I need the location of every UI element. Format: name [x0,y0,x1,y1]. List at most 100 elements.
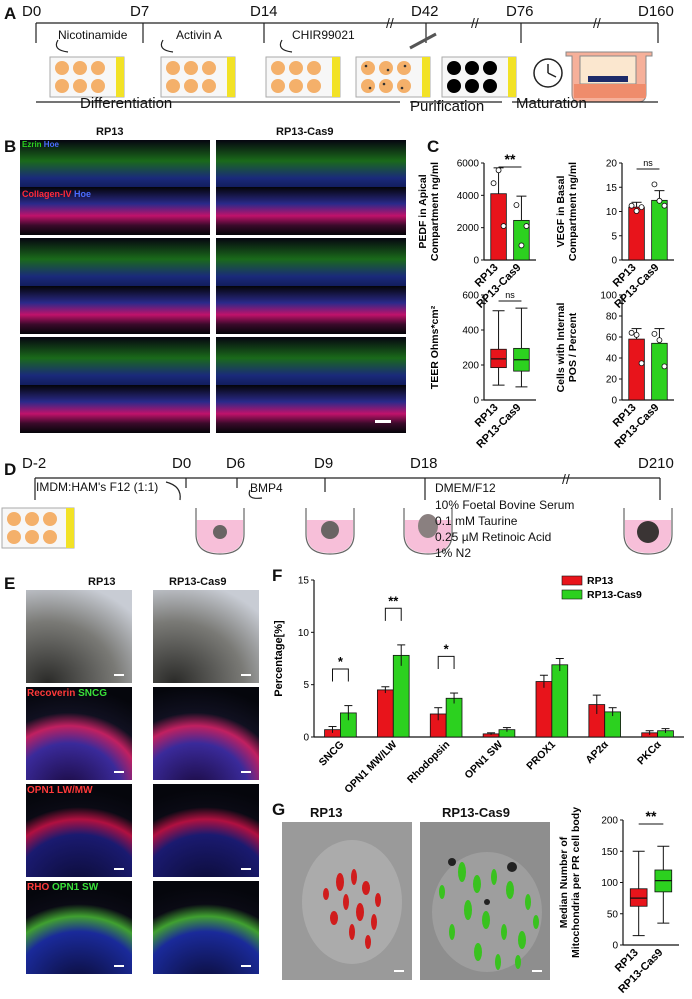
y-tick-label: 60 [606,333,618,344]
day-label: D14 [250,3,278,20]
y-tick-label: 20 [606,375,618,386]
day-label: D210 [638,455,674,472]
day-label: D6 [226,455,246,472]
y-tick-label: 0 [611,396,617,407]
day-label: D76 [506,3,534,20]
y-tick-label: 400 [462,326,479,337]
bar [651,342,668,401]
significance-label: ** [646,808,657,824]
bar [551,664,569,738]
data-point [661,202,668,209]
medium-item: DMEM/F12 [435,481,496,495]
significance-label: ** [388,593,399,608]
panel-f-label: F [272,566,283,585]
clock-icon [533,58,563,88]
y-axis-label: Compartment ng/ml [567,162,579,261]
data-point [495,167,502,174]
bar [651,199,668,261]
significance-label: ns [643,158,653,168]
bar [377,689,394,738]
data-point [518,242,525,249]
data-point [628,329,635,336]
data-point [651,181,658,188]
legend-swatch [561,589,583,600]
y-tick-label: 15 [298,576,310,587]
y-tick-label: 5 [611,231,617,242]
significance-label: * [338,654,344,669]
svg-text://: // [386,15,394,31]
panel-d-label: D [4,460,17,479]
y-tick-label: 200 [462,361,479,372]
stain-label: OPN1 LW/MW [27,785,93,796]
y-tick-label: 40 [606,354,618,365]
column-header: RP13-Cas9 [442,805,510,820]
panel-a-timeline: // // // [35,15,659,103]
x-tick-label: OPN1 MW/LW [342,739,399,796]
data-point [490,180,497,187]
bar [628,338,645,401]
box [629,888,648,907]
data-point [656,197,663,204]
column-header: RP13-Cas9 [169,576,227,588]
x-tick-label: PKCα [635,738,664,767]
y-tick-label: 0 [473,396,479,407]
y-axis-label: Percentage[%] [273,620,285,697]
significance-bracket [332,668,349,682]
y-axis-label: PEDF in Apical [417,174,429,248]
day-label: D9 [314,455,334,472]
data-point [656,337,663,344]
legend-label: RP13 [587,575,613,587]
stage-label: Purification [410,98,485,115]
y-tick-label: 20 [606,159,618,170]
data-point [633,208,640,214]
legend-swatch [561,575,583,586]
panel-g-em-images [282,822,550,980]
x-tick-label: OPN1 SW [462,739,505,782]
data-point [500,223,507,229]
y-axis-label: POS / Percent [567,312,579,382]
panel-g-label: G [272,800,286,819]
bar [392,654,410,738]
y-tick-label: 10 [298,628,310,639]
data-point [633,332,640,338]
y-tick-label: 0 [612,941,618,952]
panel-c-label: C [427,137,440,156]
day-label: D160 [638,3,674,20]
y-tick-label: 100 [600,291,617,302]
column-header: RP13 [310,805,343,820]
stage-label: Maturation [516,95,587,112]
day-label: D42 [411,3,439,20]
medium-label: IMDM:HAM's F12 (1:1) [36,480,159,494]
y-tick-label: 2000 [457,223,480,234]
y-tick-label: 600 [462,291,479,302]
y-tick-label: 200 [601,816,618,827]
factor-label: Nicotinamide [58,28,128,42]
panel-d-timeline: // [1,471,673,555]
factor-label: CHIR99021 [292,28,355,42]
bar [490,193,507,261]
column-header: RP13-Cas9 [276,126,334,138]
bar [445,697,463,738]
significance-label: ** [505,151,516,167]
data-point [651,330,658,337]
significance-label: ns [505,290,515,300]
panel-b-label: B [4,137,17,156]
y-tick-label: 150 [601,847,618,858]
stain-label: RHO OPN1 SW [27,882,99,893]
y-tick-label: 80 [606,312,618,323]
medium-item: 1% N2 [435,546,472,560]
y-axis-label: Median Number of [558,836,570,928]
data-point [628,202,635,209]
day-label: D7 [130,3,150,20]
svg-text://: // [471,15,479,31]
y-tick-label: 0 [611,256,617,267]
transwell-icon [565,51,653,103]
y-tick-label: 0 [303,733,309,744]
column-header: RP13 [96,126,124,138]
day-label: D0 [172,455,192,472]
